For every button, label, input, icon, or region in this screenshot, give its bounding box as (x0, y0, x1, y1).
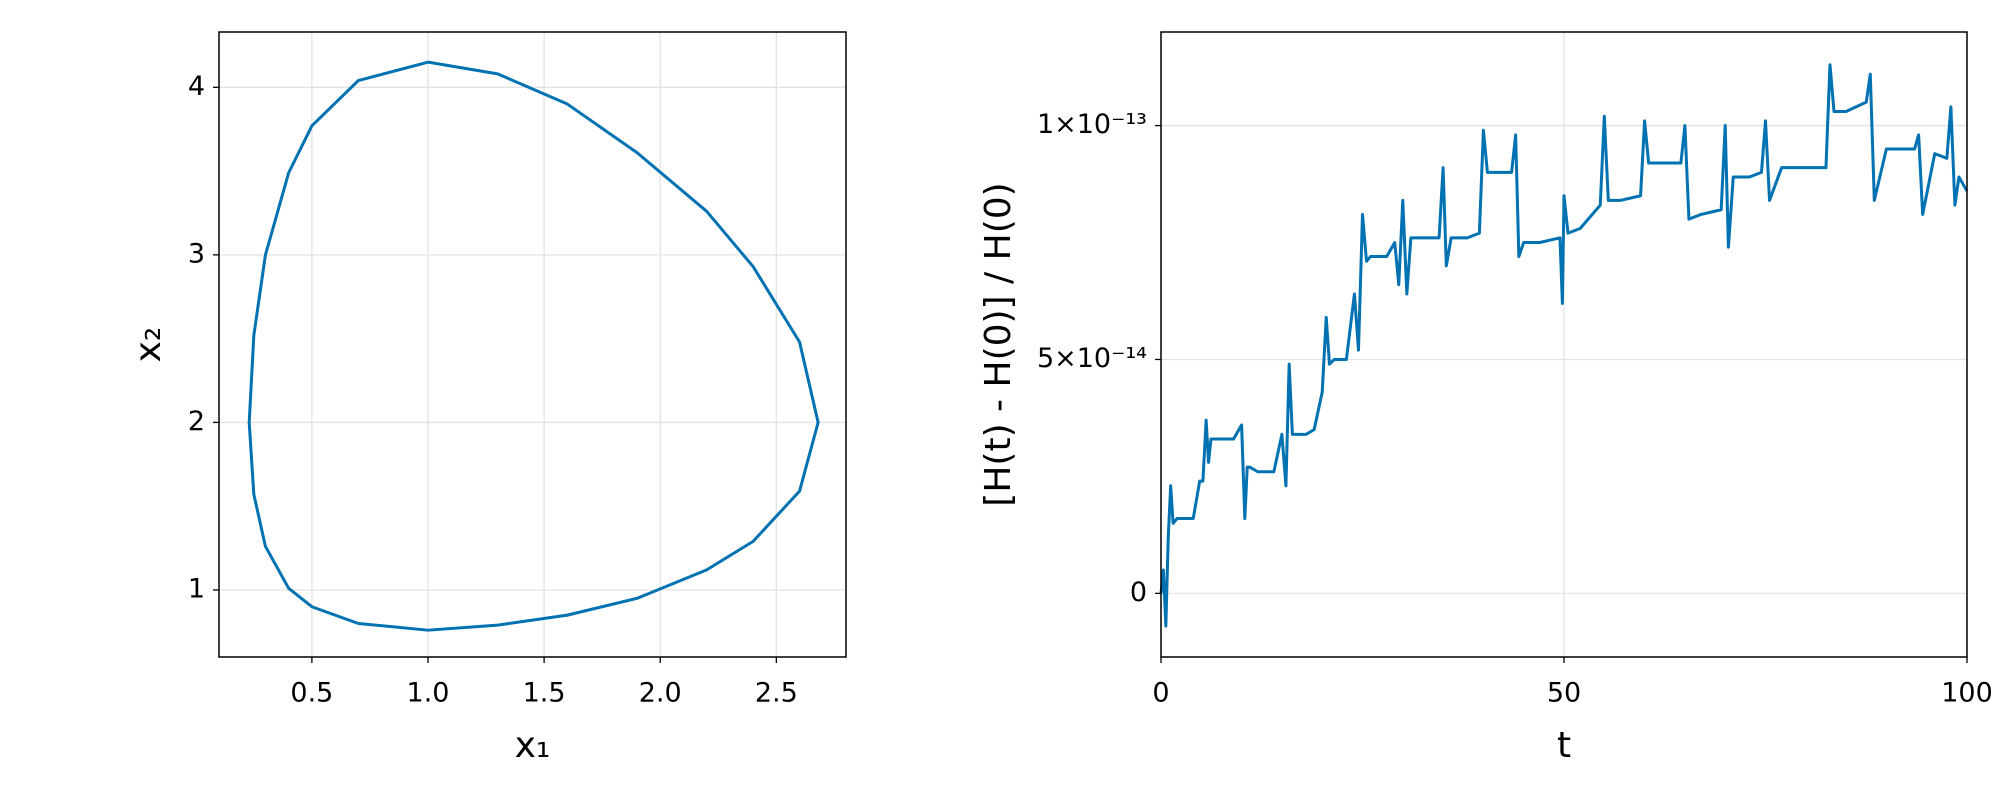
plot-frame (218, 31, 847, 658)
x-axis-label: t (1557, 725, 1571, 766)
data-line (1159, 63, 1969, 628)
plot-frame (1160, 31, 1968, 658)
x-tick-label: 100 (1941, 678, 1993, 709)
x-tick-label: 50 (1547, 678, 1581, 709)
y-tick-label: 3 (188, 238, 205, 269)
x-axis-label: x₁ (515, 725, 551, 766)
y-tick-label: 1×10⁻¹³ (1037, 109, 1147, 140)
y-tick-label: 0 (1130, 577, 1147, 608)
plot: 0.5 1.0 1.5 2.0 2.5 1 2 3 4 x₁ x₂ (128, 31, 847, 766)
y-tick-label: 2 (188, 406, 205, 437)
x-tick-label: 0 (1152, 678, 1169, 709)
data-line (247, 60, 820, 632)
x-tick-label: 1.0 (407, 678, 450, 709)
x-tick-label: 1.5 (523, 678, 566, 709)
y-tick-label: 1 (188, 573, 205, 604)
y-tick-label: 4 (188, 71, 205, 102)
y-tick-label: 5×10⁻¹⁴ (1037, 343, 1147, 374)
y-axis-label: x₂ (128, 327, 169, 363)
x-tick-label: 0.5 (290, 678, 333, 709)
plot: 0 50 100 0 5×10⁻¹⁴ 1×10⁻¹³ t [H(t) - H(0)] / H(… (978, 31, 1993, 766)
x-tick-label: 2.5 (755, 678, 798, 709)
x-tick-label: 2.0 (639, 678, 682, 709)
y-axis-label: [H(t) - H(0)] / H(0) (978, 182, 1019, 506)
